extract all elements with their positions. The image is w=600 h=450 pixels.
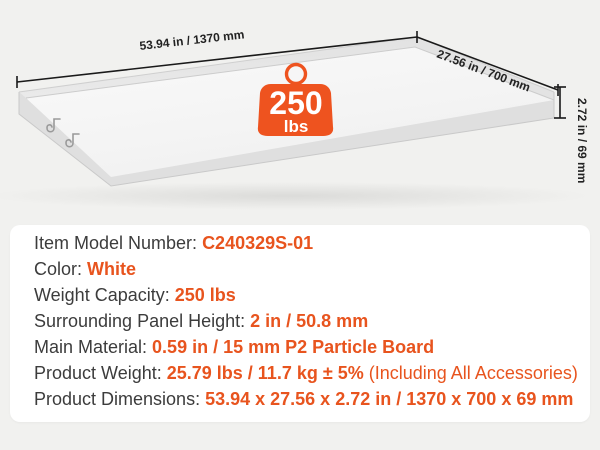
svg-text:250: 250 — [269, 85, 322, 121]
svg-text:lbs: lbs — [284, 117, 309, 136]
svg-text:53.94 in / 1370 mm: 53.94 in / 1370 mm — [139, 27, 245, 53]
svg-text:2.72 in / 69 mm: 2.72 in / 69 mm — [575, 98, 589, 183]
